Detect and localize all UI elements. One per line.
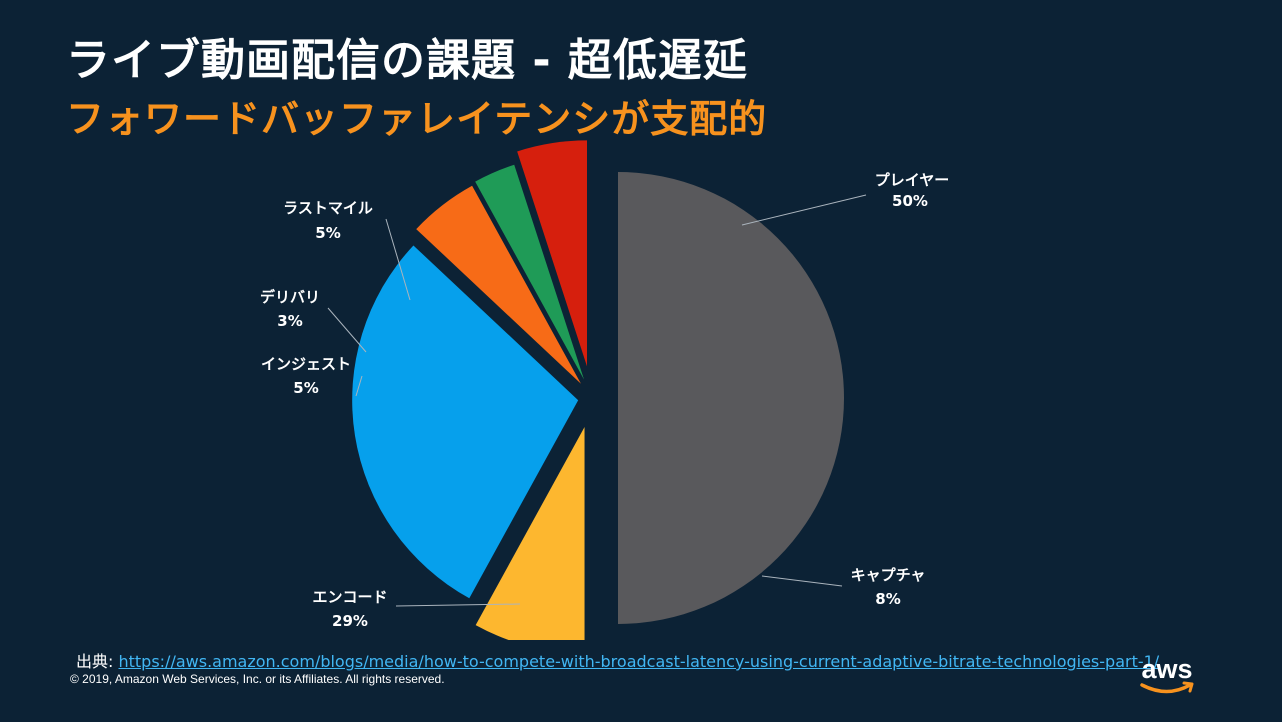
slice-percent-label: 5%: [293, 379, 318, 397]
pie-slice: [475, 427, 585, 640]
source-link[interactable]: https://aws.amazon.com/blogs/media/how-t…: [118, 652, 1160, 671]
slice-label: プレイヤー: [875, 171, 950, 189]
pie-slice: [517, 140, 587, 367]
aws-logo: aws: [1140, 656, 1194, 694]
source-prefix: 出典:: [76, 652, 119, 671]
pie-slice: [618, 172, 844, 624]
slice-percent-label: 50%: [892, 192, 928, 210]
leader-line: [327, 307, 367, 353]
slide-title: ライブ動画配信の課題 - 超低遅延: [66, 35, 748, 86]
leader-line: [385, 218, 411, 301]
pie-slice: [475, 164, 585, 380]
slice-percent-label: 29%: [332, 612, 368, 630]
leader-line: [395, 603, 521, 607]
source-citation: 出典: https://aws.amazon.com/blogs/media/h…: [76, 648, 1159, 672]
slice-percent-label: 3%: [277, 312, 302, 330]
leader-line: [741, 194, 867, 226]
copyright-notice: © 2019, Amazon Web Services, Inc. or its…: [70, 672, 445, 686]
slice-percent-label: 5%: [315, 224, 340, 242]
slice-percent-label: 8%: [875, 590, 900, 608]
pie-slice: [352, 245, 579, 599]
leader-line: [355, 375, 363, 397]
aws-logo-text: aws: [1141, 656, 1192, 684]
slice-label: インジェスト: [261, 355, 351, 373]
aws-arrow-icon: [1182, 681, 1194, 693]
pie-slice: [416, 185, 581, 384]
aws-smile-icon: [1140, 683, 1192, 694]
leader-line: [761, 575, 843, 587]
slice-label: エンコード: [312, 588, 387, 606]
slice-label: デリバリ: [260, 288, 320, 306]
slice-label: キャプチャ: [851, 566, 926, 584]
slice-label: ラストマイル: [283, 199, 373, 217]
slide-subtitle: フォワードバッファレイテンシが支配的: [66, 97, 768, 141]
pie-chart: プレイヤー 50% キャプチャ 8% エンコード 29% インジェスト 5% デリバリ 3% ラスト…: [260, 140, 950, 640]
